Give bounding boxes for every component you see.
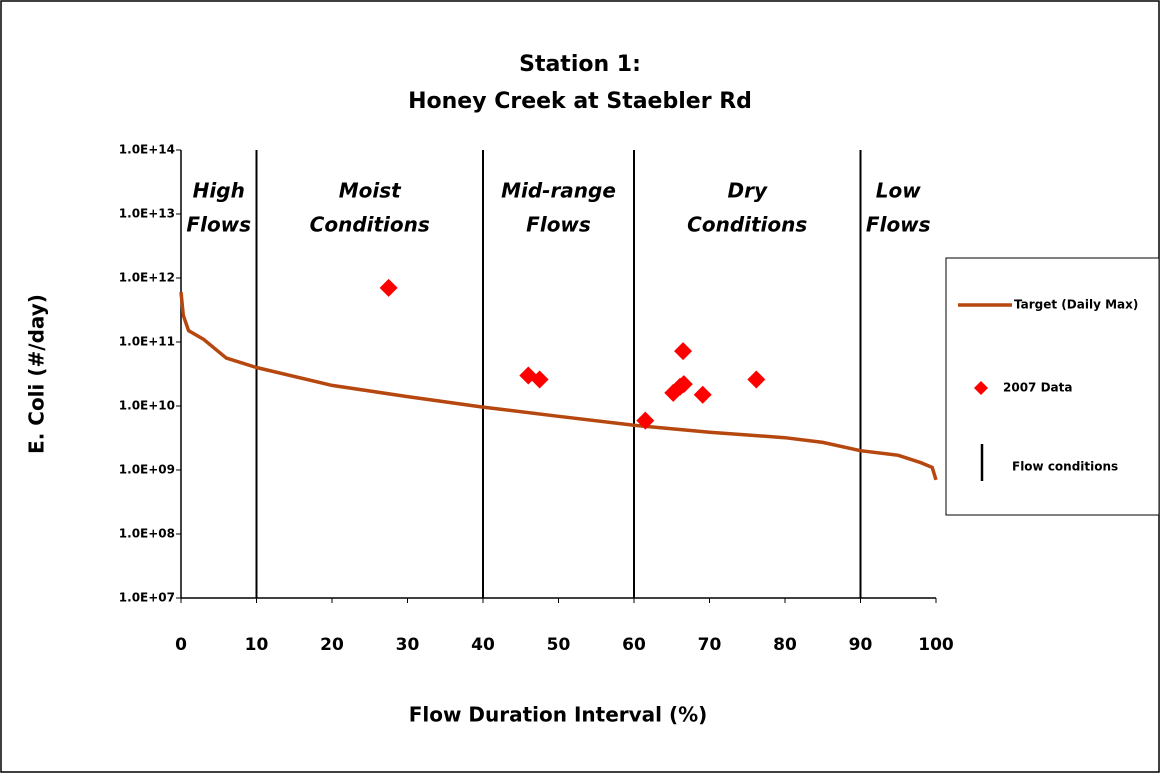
x-tick-label: 80 <box>773 635 797 655</box>
x-tick-label: 20 <box>320 635 344 655</box>
data-point <box>747 370 766 389</box>
legend-label: 2007 Data <box>1003 381 1072 395</box>
x-tick-label: 60 <box>622 635 646 655</box>
x-tick-label: 100 <box>918 635 954 655</box>
zone-label: Conditions <box>687 213 807 237</box>
y-tick-label: 1.0E+11 <box>119 335 175 349</box>
legend-swatch <box>974 381 988 395</box>
chart-title: Station 1: <box>519 52 641 77</box>
y-tick-label: 1.0E+13 <box>119 207 175 221</box>
data-point <box>530 370 549 389</box>
x-tick-label: 30 <box>396 635 420 655</box>
zone-label: High <box>193 179 245 203</box>
data-point <box>674 342 693 361</box>
target-line <box>179 292 938 481</box>
x-axis-title: Flow Duration Interval (%) <box>409 703 708 727</box>
data-point <box>693 385 712 404</box>
zone-label: Dry <box>727 179 767 203</box>
x-tick-label: 70 <box>698 635 722 655</box>
x-tick-label: 50 <box>547 635 571 655</box>
zone-label: Moist <box>339 179 402 203</box>
y-tick-label: 1.0E+09 <box>119 463 175 477</box>
x-tick-label: 90 <box>849 635 873 655</box>
zone-label: Flows <box>866 213 931 237</box>
zone-label: Flows <box>186 213 251 237</box>
zone-label: Conditions <box>310 213 430 237</box>
legend-label: Flow conditions <box>1012 460 1118 474</box>
y-tick-label: 1.0E+14 <box>119 143 175 157</box>
zone-label: Low <box>876 179 921 203</box>
zone-label: Mid-range <box>501 179 616 203</box>
data-point <box>674 375 693 394</box>
data-point <box>379 278 398 297</box>
y-axis-title: E. Coli (#/day) <box>25 294 49 454</box>
y-tick-label: 1.0E+08 <box>119 527 175 541</box>
y-tick-label: 1.0E+10 <box>119 399 175 413</box>
data-point <box>636 411 655 430</box>
chart-title: Honey Creek at Staebler Rd <box>408 89 752 114</box>
x-tick-label: 0 <box>175 635 187 655</box>
y-tick-label: 1.0E+12 <box>119 271 175 285</box>
legend-label: Target (Daily Max) <box>1014 298 1138 312</box>
y-tick-label: 1.0E+07 <box>119 591 175 605</box>
x-tick-label: 10 <box>245 635 269 655</box>
x-tick-label: 40 <box>471 635 495 655</box>
zone-label: Flows <box>526 213 591 237</box>
